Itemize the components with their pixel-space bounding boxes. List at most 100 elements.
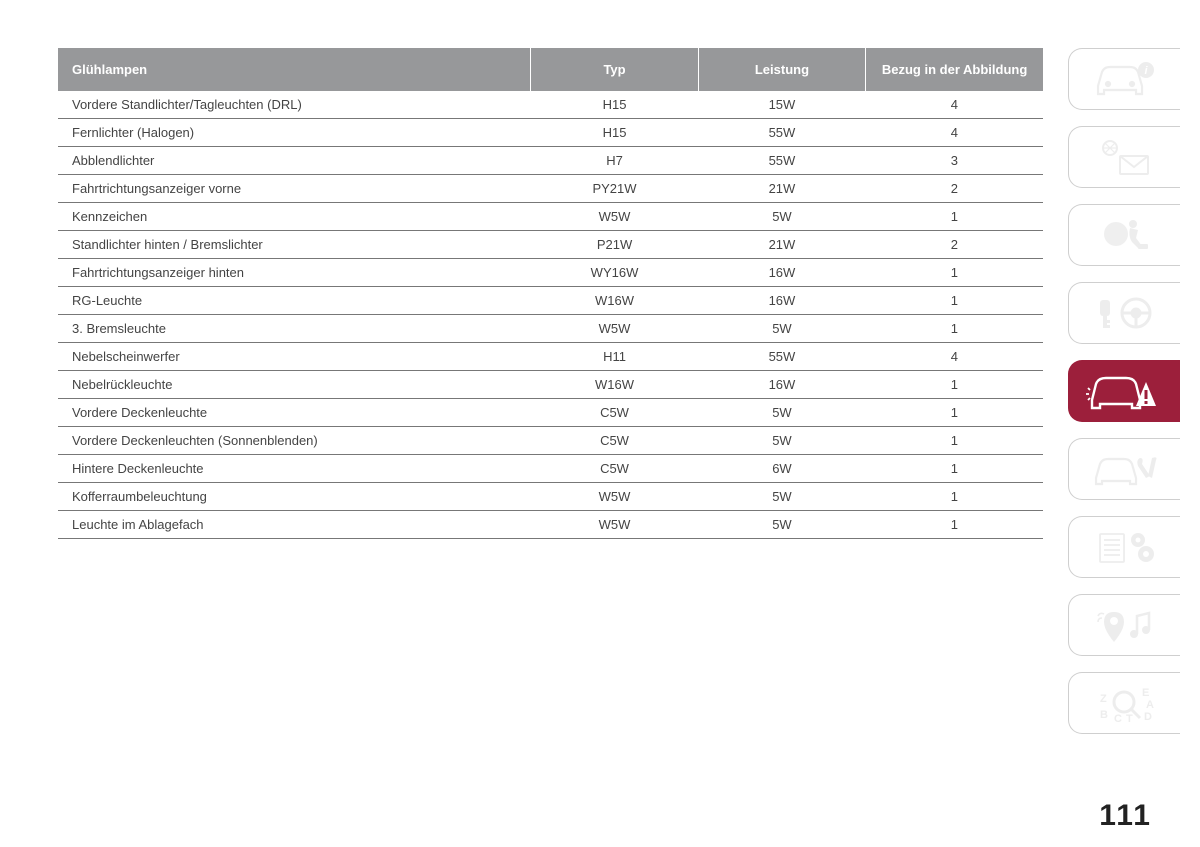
- tab-key-steering[interactable]: [1068, 282, 1180, 344]
- table-row: RG-LeuchteW16W16W1: [58, 287, 1043, 315]
- table-row: Fernlichter (Halogen)H1555W4: [58, 119, 1043, 147]
- table-cell: 1: [866, 315, 1043, 343]
- table-cell: 2: [866, 175, 1043, 203]
- svg-text:D: D: [1144, 711, 1152, 723]
- table-cell: 15W: [698, 91, 865, 119]
- tab-location-music[interactable]: [1068, 594, 1180, 656]
- table-cell: Nebelscheinwerfer: [58, 343, 531, 371]
- table-cell: Kofferraumbeleuchtung: [58, 483, 531, 511]
- table-cell: 5W: [698, 511, 865, 539]
- table-cell: W5W: [531, 511, 698, 539]
- table-cell: Fahrtrichtungsanzeiger vorne: [58, 175, 531, 203]
- table-cell: 55W: [698, 119, 865, 147]
- bulb-table: Glühlampen Typ Leistung Bezug in der Abb…: [58, 48, 1043, 539]
- table-cell: Kennzeichen: [58, 203, 531, 231]
- table-cell: Fahrtrichtungsanzeiger hinten: [58, 259, 531, 287]
- table-row: Vordere Deckenleuchten (Sonnenblenden)C5…: [58, 427, 1043, 455]
- table-cell: Vordere Deckenleuchte: [58, 399, 531, 427]
- table-cell: H7: [531, 147, 698, 175]
- table-row: Fahrtrichtungsanzeiger vornePY21W21W2: [58, 175, 1043, 203]
- svg-text:C: C: [1114, 713, 1122, 724]
- table-cell: 1: [866, 455, 1043, 483]
- car-tools-icon: [1090, 448, 1160, 490]
- tab-search-letters[interactable]: Z B E A D C T: [1068, 672, 1180, 734]
- table-cell: Leuchte im Ablagefach: [58, 511, 531, 539]
- table-row: Hintere DeckenleuchteC5W6W1: [58, 455, 1043, 483]
- table-row: KofferraumbeleuchtungW5W5W1: [58, 483, 1043, 511]
- table-row: NebelrückleuchteW16W16W1: [58, 371, 1043, 399]
- table-cell: C5W: [531, 455, 698, 483]
- table-cell: Nebelrückleuchte: [58, 371, 531, 399]
- svg-text:E: E: [1142, 687, 1149, 699]
- col-header-ref: Bezug in der Abbildung: [866, 48, 1043, 91]
- table-cell: Vordere Standlichter/Tagleuchten (DRL): [58, 91, 531, 119]
- messages-icon: [1090, 136, 1160, 178]
- list-gears-icon: [1090, 526, 1160, 568]
- svg-text:B: B: [1100, 709, 1108, 721]
- table-cell: 1: [866, 399, 1043, 427]
- table-cell: W5W: [531, 483, 698, 511]
- table-cell: 1: [866, 371, 1043, 399]
- table-cell: 5W: [698, 427, 865, 455]
- table-cell: Hintere Deckenleuchte: [58, 455, 531, 483]
- table-row: 3. BremsleuchteW5W5W1: [58, 315, 1043, 343]
- table-cell: Abblendlichter: [58, 147, 531, 175]
- table-cell: 1: [866, 511, 1043, 539]
- table-cell: H11: [531, 343, 698, 371]
- tab-car-tools[interactable]: [1068, 438, 1180, 500]
- table-cell: 55W: [698, 343, 865, 371]
- table-cell: 5W: [698, 203, 865, 231]
- table-row: NebelscheinwerferH1155W4: [58, 343, 1043, 371]
- svg-text:A: A: [1146, 699, 1154, 711]
- table-cell: WY16W: [531, 259, 698, 287]
- table-row: Vordere DeckenleuchteC5W5W1: [58, 399, 1043, 427]
- table-body: Vordere Standlichter/Tagleuchten (DRL)H1…: [58, 91, 1043, 539]
- svg-text:Z: Z: [1100, 693, 1107, 705]
- location-music-icon: [1090, 604, 1160, 646]
- page-number: 111: [1099, 799, 1152, 833]
- search-letters-icon: Z B E A D C T: [1090, 682, 1160, 724]
- table-cell: 1: [866, 259, 1043, 287]
- table-cell: 21W: [698, 231, 865, 259]
- table-cell: 5W: [698, 399, 865, 427]
- table-row: Fahrtrichtungsanzeiger hintenWY16W16W1: [58, 259, 1043, 287]
- table-cell: 3. Bremsleuchte: [58, 315, 531, 343]
- table-cell: 1: [866, 483, 1043, 511]
- table-cell: W5W: [531, 315, 698, 343]
- table-cell: 4: [866, 119, 1043, 147]
- car-warning-icon: [1086, 368, 1164, 414]
- tab-messages[interactable]: [1068, 126, 1180, 188]
- table-cell: 1: [866, 203, 1043, 231]
- table-cell: H15: [531, 119, 698, 147]
- table-cell: C5W: [531, 399, 698, 427]
- key-steering-icon: [1090, 292, 1160, 334]
- tab-car-info[interactable]: i: [1068, 48, 1180, 110]
- col-header-type: Typ: [531, 48, 698, 91]
- section-tabs-sidebar: i: [1068, 48, 1180, 734]
- table-cell: 55W: [698, 147, 865, 175]
- tab-airbag[interactable]: [1068, 204, 1180, 266]
- table-row: KennzeichenW5W5W1: [58, 203, 1043, 231]
- table-cell: Standlichter hinten / Bremslichter: [58, 231, 531, 259]
- airbag-icon: [1090, 214, 1160, 256]
- tab-car-warning[interactable]: [1068, 360, 1180, 422]
- table-cell: RG-Leuchte: [58, 287, 531, 315]
- table-cell: 21W: [698, 175, 865, 203]
- table-cell: 6W: [698, 455, 865, 483]
- table-row: AbblendlichterH755W3: [58, 147, 1043, 175]
- col-header-name: Glühlampen: [58, 48, 531, 91]
- table-cell: 5W: [698, 483, 865, 511]
- table-cell: 16W: [698, 371, 865, 399]
- table-cell: 3: [866, 147, 1043, 175]
- table-cell: P21W: [531, 231, 698, 259]
- table-cell: W16W: [531, 287, 698, 315]
- table-row: Vordere Standlichter/Tagleuchten (DRL)H1…: [58, 91, 1043, 119]
- bulb-table-container: Glühlampen Typ Leistung Bezug in der Abb…: [58, 48, 1043, 539]
- table-cell: 4: [866, 91, 1043, 119]
- table-cell: 5W: [698, 315, 865, 343]
- table-header-row: Glühlampen Typ Leistung Bezug in der Abb…: [58, 48, 1043, 91]
- col-header-power: Leistung: [698, 48, 865, 91]
- table-cell: 16W: [698, 287, 865, 315]
- tab-list-gears[interactable]: [1068, 516, 1180, 578]
- svg-text:T: T: [1126, 713, 1133, 724]
